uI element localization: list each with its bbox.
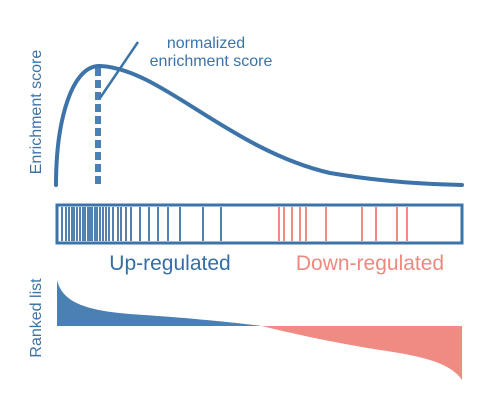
barcode-hits — [62, 207, 407, 241]
annotation-pointer-line — [100, 42, 138, 98]
up-regulated-label: Up-regulated — [109, 252, 230, 275]
annotation-line-2: enrichment score — [150, 53, 273, 70]
ranked-list-down-area — [262, 326, 462, 380]
ranked-list-axis-label: Ranked list — [28, 278, 45, 358]
ranked-list-up-area — [57, 280, 262, 326]
down-regulated-label: Down-regulated — [296, 252, 444, 275]
annotation-line-1: normalized — [167, 35, 245, 52]
enrichment-score-curve — [56, 66, 462, 185]
enrichment-score-axis-label: Enrichment score — [28, 50, 45, 175]
